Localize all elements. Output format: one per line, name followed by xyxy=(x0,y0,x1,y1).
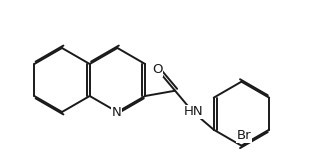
Text: O: O xyxy=(152,63,163,76)
Text: N: N xyxy=(112,106,121,119)
Text: HN: HN xyxy=(184,105,203,118)
Text: Br: Br xyxy=(237,129,252,142)
